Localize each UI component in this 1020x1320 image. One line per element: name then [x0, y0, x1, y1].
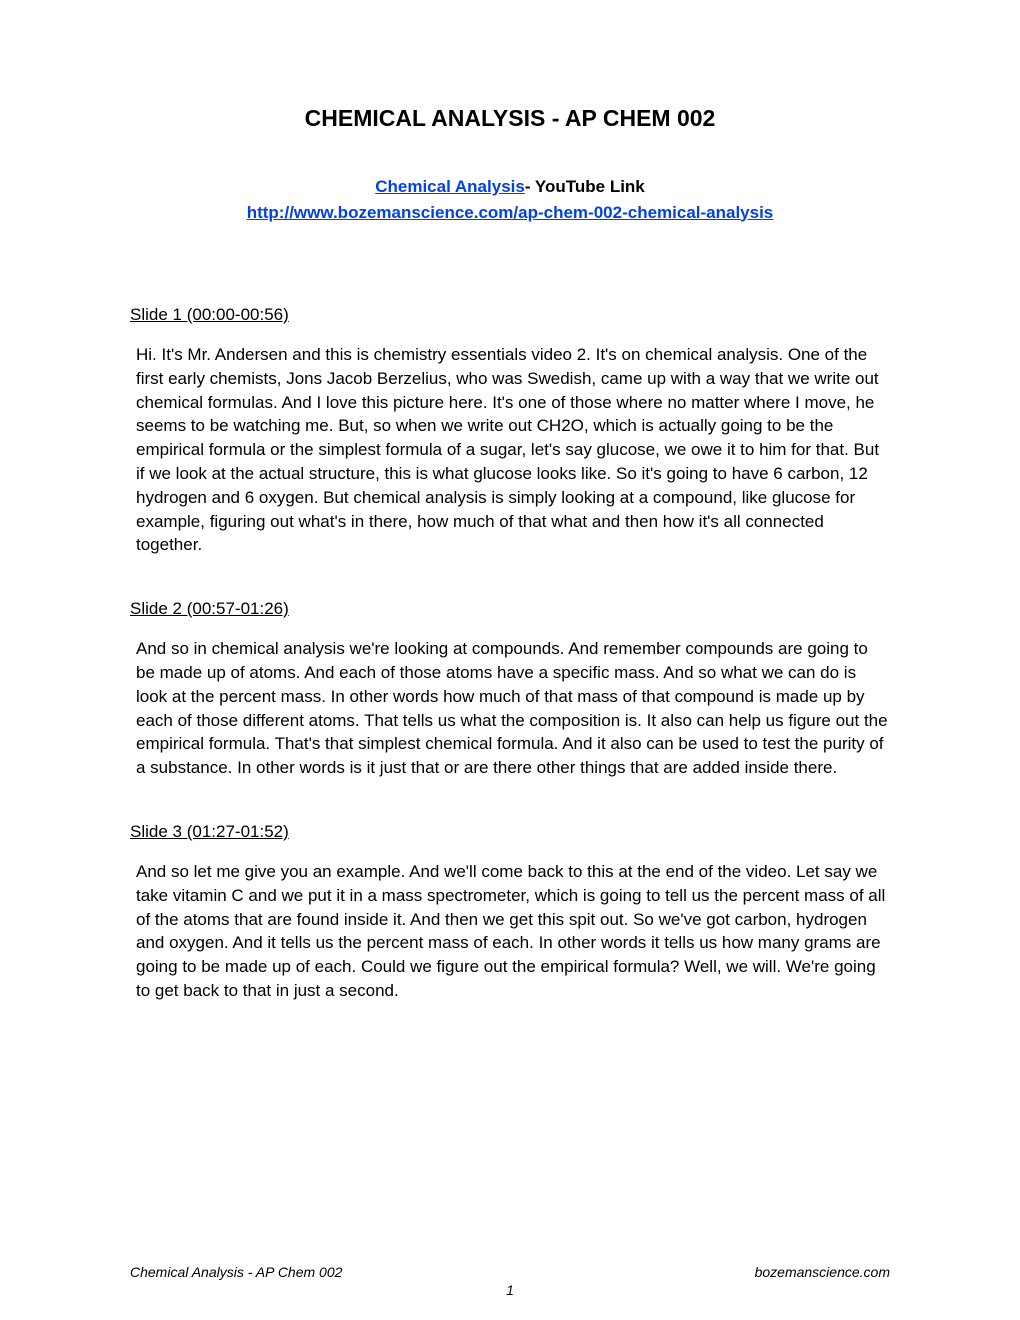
- slide-body: And so in chemical analysis we're lookin…: [130, 637, 890, 780]
- slide-body: Hi. It's Mr. Andersen and this is chemis…: [130, 343, 890, 557]
- footer-right: bozemanscience.com: [755, 1264, 890, 1280]
- footer-left: Chemical Analysis - AP Chem 002: [130, 1264, 342, 1280]
- links-section: Chemical Analysis- YouTube Link http://w…: [130, 174, 890, 225]
- slide-1: Slide 1 (00:00-00:56) Hi. It's Mr. Ander…: [130, 305, 890, 557]
- page-title: CHEMICAL ANALYSIS - AP CHEM 002: [130, 105, 890, 132]
- slide-heading: Slide 2 (00:57-01:26): [130, 599, 890, 619]
- slide-body: And so let me give you an example. And w…: [130, 860, 890, 1003]
- site-link[interactable]: http://www.bozemanscience.com/ap-chem-00…: [247, 203, 774, 222]
- video-link[interactable]: Chemical Analysis: [375, 177, 525, 196]
- slide-heading: Slide 1 (00:00-00:56): [130, 305, 890, 325]
- slide-2: Slide 2 (00:57-01:26) And so in chemical…: [130, 599, 890, 780]
- slide-heading: Slide 3 (01:27-01:52): [130, 822, 890, 842]
- slide-3: Slide 3 (01:27-01:52) And so let me give…: [130, 822, 890, 1003]
- footer: Chemical Analysis - AP Chem 002 bozemans…: [130, 1264, 890, 1280]
- page-number: 1: [0, 1282, 1020, 1298]
- video-link-label: - YouTube Link: [525, 177, 645, 196]
